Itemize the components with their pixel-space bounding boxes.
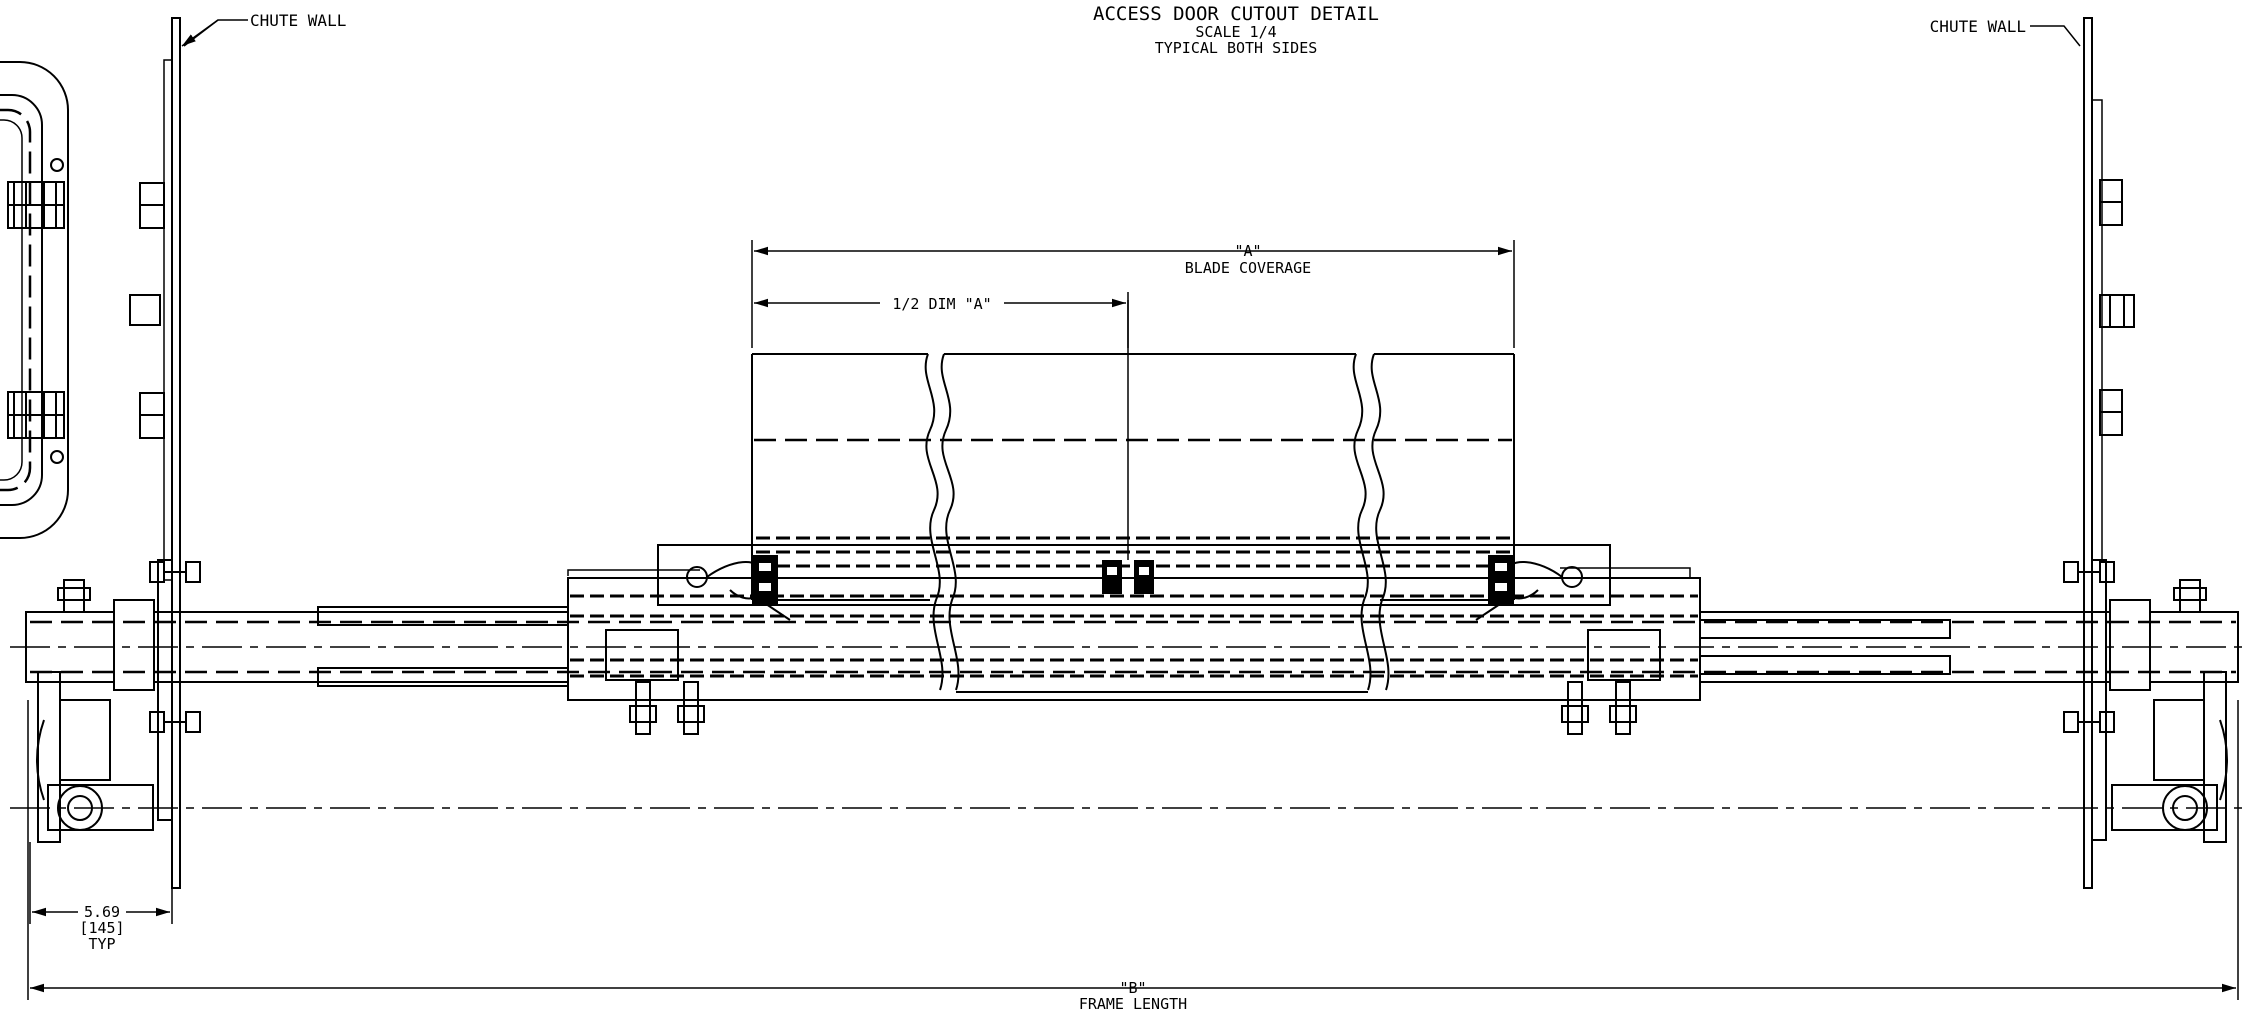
detail-title: ACCESS DOOR CUTOUT DETAIL SCALE 1/4 TYPI… — [1093, 3, 1379, 57]
dimension-a: "A" BLADE COVERAGE — [751, 240, 1515, 348]
left-wall-bolts — [149, 561, 201, 733]
lower-right-bolts — [1561, 681, 1637, 735]
main-frame-tube — [10, 599, 2250, 809]
dimension-b: "B" FRAME LENGTH — [27, 700, 2239, 1013]
dimension-offset-note: TYP — [88, 935, 115, 953]
right-chute-wall — [2083, 17, 2135, 889]
detail-scale: SCALE 1/4 — [1195, 23, 1276, 41]
lower-left-bolts — [629, 681, 705, 735]
left-tensioner — [36, 579, 154, 843]
dimension-b-symbol: "B" — [1119, 979, 1146, 997]
dimension-a-text: BLADE COVERAGE — [1185, 259, 1311, 277]
right-pin-retainer — [1475, 555, 1583, 621]
dimension-offset-value: 5.69 — [84, 903, 120, 921]
dimension-b-text: FRAME LENGTH — [1079, 995, 1187, 1013]
left-chute-wall-label: CHUTE WALL — [250, 11, 346, 30]
detail-note: TYPICAL BOTH SIDES — [1155, 39, 1318, 57]
right-chute-wall-label: CHUTE WALL — [1930, 17, 2026, 36]
right-tensioner — [2111, 579, 2228, 843]
right-wall-bolts — [2063, 561, 2115, 733]
access-door-cutout — [0, 61, 69, 539]
door-bolt-upper — [50, 158, 64, 172]
door-bolt-lower — [50, 450, 64, 464]
blade-segments — [751, 300, 1515, 693]
detail-title-line1: ACCESS DOOR CUTOUT DETAIL — [1093, 3, 1379, 25]
dimension-offset: 5.69 [145] TYP — [29, 842, 173, 953]
dimension-offset-metric: [145] — [79, 919, 124, 937]
left-chute-wall — [129, 17, 181, 889]
door-hinge-upper — [7, 181, 65, 229]
dimension-half-a: 1/2 DIM "A" — [754, 292, 1129, 348]
left-pin-retainer — [686, 555, 791, 621]
door-hinge-lower — [7, 391, 65, 439]
dimension-half-a-text: 1/2 DIM "A" — [892, 295, 991, 313]
dimension-a-symbol: "A" — [1234, 242, 1261, 260]
center-blade-clamp — [1102, 560, 1154, 594]
